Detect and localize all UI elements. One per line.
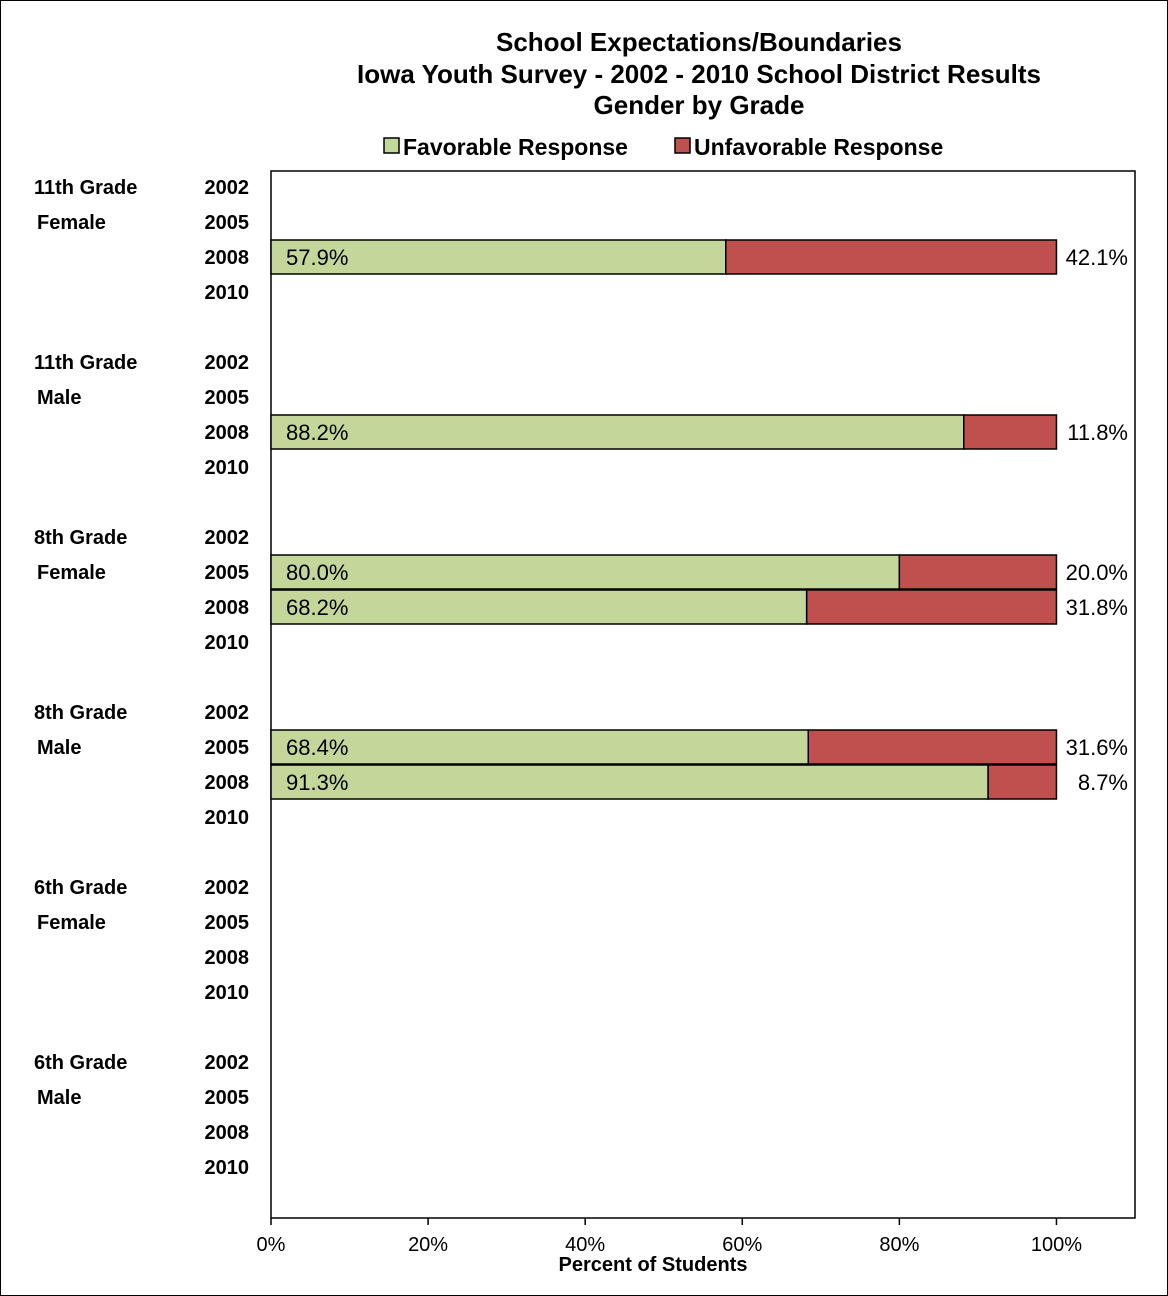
year-label: 2010 (205, 807, 250, 829)
data-label-favorable: 57.9% (286, 245, 348, 270)
group-label-grade: 8th Grade (34, 702, 127, 724)
year-label: 2002 (205, 527, 250, 549)
x-tick-label: 80% (879, 1234, 919, 1256)
year-label: 2010 (205, 632, 250, 654)
year-label: 2005 (205, 387, 250, 409)
group-label-gender: Male (37, 737, 81, 759)
year-label: 2008 (205, 597, 250, 619)
plot-area (270, 170, 1136, 1219)
chart-title: School Expectations/Boundaries Iowa Yout… (357, 27, 1041, 120)
legend-label-unfavorable: Unfavorable Response (694, 134, 943, 160)
bar-favorable (270, 239, 727, 275)
bar-favorable (270, 554, 901, 590)
year-label: 2005 (205, 912, 250, 934)
year-label: 2008 (205, 947, 250, 969)
bar-unfavorable (805, 589, 1058, 625)
chart-title-line-3: Gender by Grade (594, 90, 805, 120)
year-label: 2008 (205, 772, 250, 794)
data-label-unfavorable: 20.0% (1066, 560, 1128, 585)
x-tick-label: 0% (257, 1234, 286, 1256)
year-label: 2002 (205, 877, 250, 899)
year-label: 2008 (205, 247, 250, 269)
year-label: 2005 (205, 562, 250, 584)
bar-favorable (270, 764, 989, 800)
group-label-gender: Female (37, 212, 106, 234)
bars (270, 239, 1058, 800)
x-tick-label: 40% (565, 1234, 605, 1256)
x-tick-label: 60% (722, 1234, 762, 1256)
group-label-gender: Male (37, 1087, 81, 1109)
group-label-gender: Female (37, 912, 106, 934)
group-label-grade: 8th Grade (34, 527, 127, 549)
data-label-favorable: 68.2% (286, 595, 348, 620)
group-label-grade: 11th Grade (34, 352, 137, 374)
year-label: 2010 (205, 457, 250, 479)
year-label: 2002 (205, 352, 250, 374)
bar-favorable (270, 414, 965, 450)
data-label-unfavorable: 42.1% (1066, 245, 1128, 270)
x-axis-ticks: 0% 20% 40% 60% 80% 100% (257, 1218, 1082, 1256)
bar-unfavorable (898, 554, 1058, 590)
group-label-gender: Male (37, 387, 81, 409)
year-label: 2002 (205, 702, 250, 724)
year-label: 2002 (205, 177, 250, 199)
data-label-unfavorable: 31.6% (1066, 735, 1128, 760)
data-label-unfavorable: 8.7% (1078, 770, 1128, 795)
data-label-unfavorable: 31.8% (1066, 595, 1128, 620)
x-tick-label: 100% (1031, 1234, 1082, 1256)
bar-unfavorable (725, 239, 1058, 275)
data-label-unfavorable: 11.8% (1067, 420, 1128, 445)
x-axis-title: Percent of Students (559, 1254, 748, 1276)
bar-favorable (270, 589, 808, 625)
year-label: 2010 (205, 982, 250, 1004)
data-label-favorable: 68.4% (286, 735, 348, 760)
group-label-grade: 11th Grade (34, 177, 137, 199)
bar-unfavorable (807, 729, 1058, 765)
chart-title-line-2: Iowa Youth Survey - 2002 - 2010 School D… (357, 59, 1041, 89)
bar-unfavorable (963, 414, 1058, 450)
bar-unfavorable (987, 764, 1058, 800)
year-label: 2008 (205, 1122, 250, 1144)
legend-swatch-favorable (383, 137, 400, 154)
legend-label-favorable: Favorable Response (403, 134, 628, 160)
year-label: 2002 (205, 1052, 250, 1074)
x-tick-label: 20% (408, 1234, 448, 1256)
year-label: 2008 (205, 422, 250, 444)
chart-title-line-1: School Expectations/Boundaries (496, 27, 902, 57)
data-label-favorable: 91.3% (286, 770, 348, 795)
row-labels: 11th Grade Female 2002 2005 2008 2010 11th Gra… (34, 177, 249, 1179)
data-label-favorable: 80.0% (286, 560, 348, 585)
data-label-favorable: 88.2% (286, 420, 348, 445)
data-labels: 57.9% 42.1% 88.2% 11.8% 80.0% 20.0% 68.2% 31.8%… (286, 245, 1128, 795)
group-label-grade: 6th Grade (34, 877, 127, 899)
bar-favorable (270, 729, 810, 765)
legend-swatch-unfavorable (674, 137, 691, 154)
year-label: 2010 (205, 1157, 250, 1179)
year-label: 2005 (205, 737, 250, 759)
year-label: 2005 (205, 1087, 250, 1109)
group-label-grade: 6th Grade (34, 1052, 127, 1074)
group-label-gender: Female (37, 562, 106, 584)
year-label: 2010 (205, 282, 250, 304)
year-label: 2005 (205, 212, 250, 234)
legend: Favorable Response Unfavorable Response (383, 134, 943, 160)
